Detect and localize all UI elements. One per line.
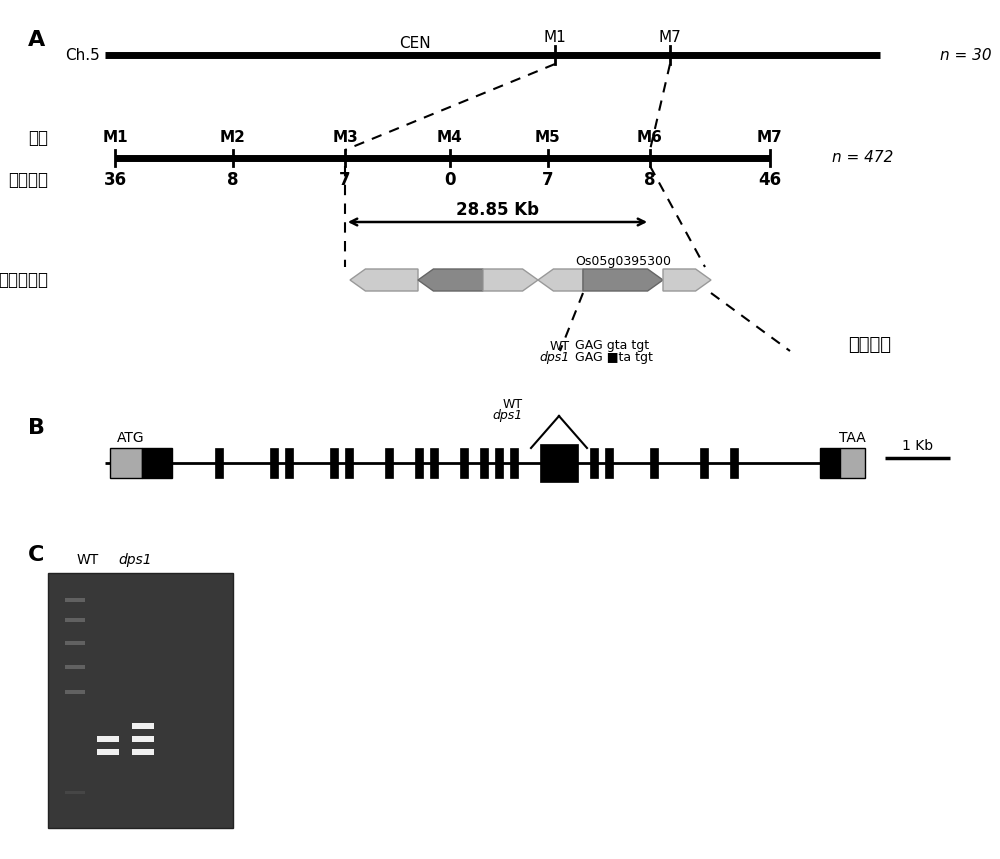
Text: dps1: dps1	[118, 553, 152, 567]
Bar	[132, 723, 154, 729]
Polygon shape	[538, 269, 583, 291]
Bar	[820, 448, 840, 478]
Bar	[65, 791, 85, 794]
Bar	[605, 448, 613, 478]
Bar	[65, 598, 85, 602]
Bar	[480, 448, 488, 478]
Bar	[97, 736, 119, 742]
Text: 7: 7	[339, 171, 351, 189]
Text: M7: M7	[757, 131, 783, 145]
Text: 8: 8	[227, 171, 239, 189]
Bar	[430, 448, 438, 478]
Text: dps1: dps1	[540, 351, 570, 364]
Text: 重组株数: 重组株数	[8, 171, 48, 189]
Text: 36: 36	[103, 171, 127, 189]
Text: n = 472: n = 472	[832, 150, 893, 166]
Text: Ch.5: Ch.5	[65, 47, 100, 63]
Bar	[142, 448, 172, 478]
Text: WT: WT	[503, 398, 523, 411]
Bar	[415, 448, 423, 478]
Text: GAG gta tgt: GAG gta tgt	[575, 339, 649, 352]
Bar	[730, 448, 738, 478]
Polygon shape	[583, 269, 663, 291]
Bar	[700, 448, 708, 478]
Bar	[65, 665, 85, 669]
Text: 8: 8	[644, 171, 656, 189]
Bar	[285, 448, 293, 478]
Text: TAA: TAA	[839, 431, 865, 445]
Text: M7: M7	[659, 29, 681, 45]
Text: 区间内基因: 区间内基因	[0, 271, 48, 289]
Polygon shape	[663, 269, 711, 291]
Bar	[65, 690, 85, 694]
Bar	[132, 749, 154, 755]
Text: 28.85 Kb: 28.85 Kb	[456, 201, 539, 219]
Text: CEN: CEN	[399, 36, 431, 52]
Polygon shape	[418, 269, 483, 291]
Text: 基因突变: 基因突变	[848, 336, 892, 354]
Text: Os05g0395300: Os05g0395300	[575, 255, 671, 269]
Bar	[215, 448, 223, 478]
Text: M6: M6	[637, 131, 663, 145]
Bar	[590, 448, 598, 478]
Text: M4: M4	[437, 131, 463, 145]
Text: ATG: ATG	[117, 431, 145, 445]
Bar	[495, 448, 503, 478]
Bar	[385, 448, 393, 478]
Text: B: B	[28, 418, 45, 438]
Polygon shape	[350, 269, 418, 291]
Text: A: A	[28, 30, 45, 50]
Text: WT: WT	[77, 553, 99, 567]
Bar	[270, 448, 278, 478]
Polygon shape	[483, 269, 538, 291]
Bar	[97, 749, 119, 755]
Text: WT: WT	[550, 339, 570, 352]
Text: n = 30: n = 30	[940, 47, 992, 63]
Bar	[460, 448, 468, 478]
Bar	[65, 641, 85, 645]
Bar	[110, 448, 142, 478]
Bar	[330, 448, 338, 478]
Bar	[132, 736, 154, 742]
Text: C: C	[28, 545, 44, 565]
Text: 0: 0	[444, 171, 456, 189]
Bar	[65, 618, 85, 622]
Text: M1: M1	[102, 131, 128, 145]
Text: 7: 7	[542, 171, 554, 189]
Bar	[345, 448, 353, 478]
Bar	[840, 448, 865, 478]
Text: M1: M1	[544, 29, 566, 45]
Text: dps1: dps1	[493, 410, 523, 423]
Bar	[650, 448, 658, 478]
Text: M2: M2	[220, 131, 246, 145]
Bar	[510, 448, 518, 478]
Text: M3: M3	[332, 131, 358, 145]
Text: 标记: 标记	[28, 129, 48, 147]
Text: 1 Kb: 1 Kb	[902, 439, 933, 453]
Text: GAG ■ta tgt: GAG ■ta tgt	[575, 351, 653, 364]
Text: 46: 46	[758, 171, 782, 189]
Text: M5: M5	[535, 131, 561, 145]
Bar	[540, 444, 578, 482]
Bar	[48, 573, 233, 828]
